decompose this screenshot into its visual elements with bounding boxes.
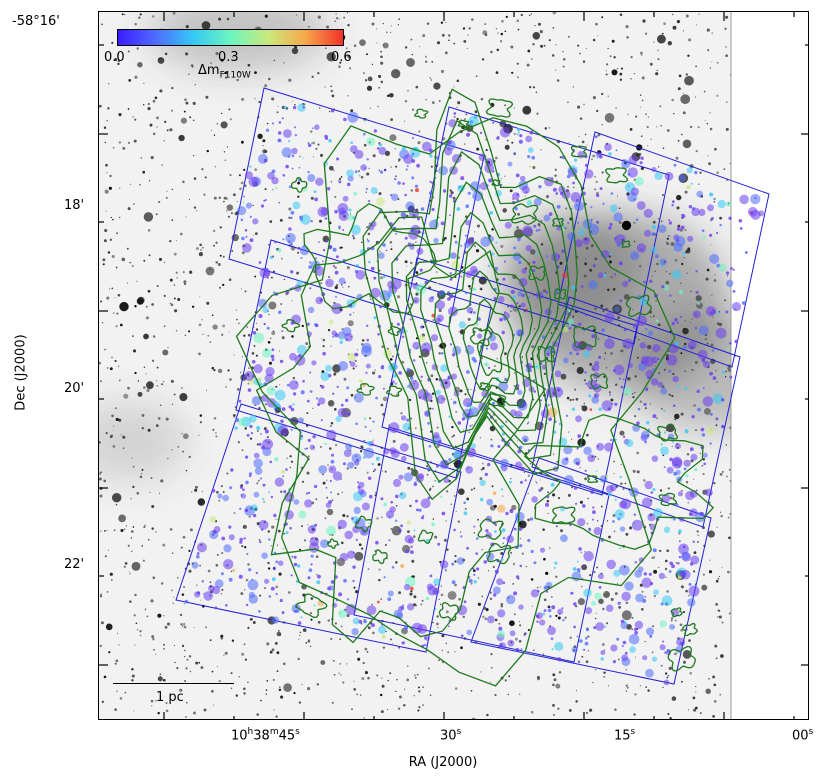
x-tick-label: 30s: [440, 727, 462, 744]
x-tick-label: 15s: [614, 727, 636, 744]
y-axis-title: Dec (J2000): [13, 334, 29, 411]
y-tick-label: -58°16': [12, 14, 60, 29]
colorbar-tick-label: 0.6: [331, 50, 352, 65]
colorbar-tick-label: 0.3: [218, 50, 239, 65]
y-tick-label: 20': [64, 381, 85, 396]
colorbar-title: ΔmF110W: [198, 63, 251, 81]
x-axis-title: RA (J2000): [408, 755, 478, 770]
x-tick-label: 10h38m45s: [231, 727, 300, 744]
colorbar: [117, 29, 344, 46]
colorbar-tick-label: 0.0: [104, 50, 125, 65]
x-tick-label: 00s: [792, 727, 814, 744]
y-tick-label: 18': [64, 198, 85, 213]
scale-bar-label: 1 pc: [156, 690, 184, 705]
scale-bar: [113, 683, 234, 684]
axis-ticks: [99, 12, 808, 719]
no-data-region: [731, 12, 808, 719]
catalog-stars: [184, 103, 765, 686]
y-tick-label: 22': [64, 557, 85, 572]
sky-image: [99, 12, 808, 719]
sky-image-panel: [98, 11, 809, 720]
field-outlines: [175, 87, 770, 685]
gas-contours: [235, 88, 715, 687]
